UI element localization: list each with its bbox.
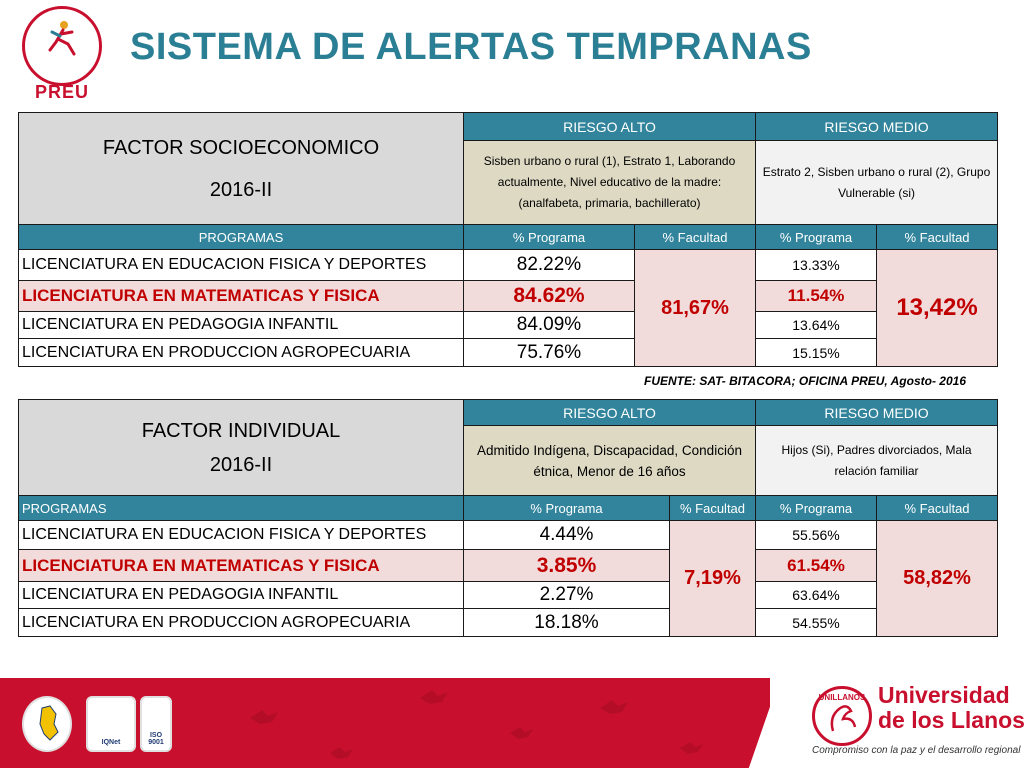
socio-col-programs: PROGRAMAS — [18, 224, 464, 250]
medium-risk-pct: 55.56% — [755, 520, 878, 550]
high-risk-pct: 75.76% — [463, 338, 635, 367]
high-risk-pct: 82.22% — [463, 249, 635, 281]
medium-risk-pct: 11.54% — [755, 280, 878, 312]
indiv-factor-header: FACTOR INDIVIDUAL 2016-II — [18, 399, 464, 496]
program-name: LICENCIATURA EN PEDAGOGIA INFANTIL — [18, 311, 464, 339]
program-name: LICENCIATURA EN PEDAGOGIA INFANTIL — [18, 581, 464, 609]
high-risk-pct: 4.44% — [463, 520, 670, 550]
socio-factor-title: FACTOR SOCIOECONOMICO — [102, 136, 380, 159]
medium-risk-pct: 63.64% — [755, 581, 878, 609]
indiv-col-programs: PROGRAMAS — [18, 495, 464, 521]
iso-label: ISO 9001 — [148, 732, 164, 746]
program-name: LICENCIATURA EN PRODUCCION AGROPECUARIA — [18, 338, 464, 367]
program-name: LICENCIATURA EN EDUCACION FISICA Y DEPOR… — [18, 249, 464, 281]
medium-risk-pct: 13.64% — [755, 311, 878, 339]
table-row: LICENCIATURA EN PEDAGOGIA INFANTIL 2.27%… — [18, 581, 998, 609]
indiv-faculty-medium-pct: 58,82% — [876, 520, 999, 637]
iqnet-label: IQNet — [101, 739, 121, 746]
table-row: LICENCIATURA EN PEDAGOGIA INFANTIL 84.09… — [18, 311, 998, 339]
high-risk-pct: 18.18% — [463, 608, 670, 637]
preu-logo-ring — [22, 6, 102, 86]
colombia-map-icon — [39, 705, 59, 741]
program-name: LICENCIATURA EN EDUCACION FISICA Y DEPOR… — [18, 520, 464, 550]
indiv-faculty-high-pct: 7,19% — [668, 520, 757, 637]
iso-certificate-icon: ISO 9001 — [140, 696, 172, 752]
footer-band — [0, 678, 1024, 768]
individual-factor-table: FACTOR INDIVIDUAL 2016-II RIESGO ALTO RI… — [18, 399, 999, 637]
seal-text: UNILLANOS — [818, 693, 866, 702]
runner-icon — [48, 21, 76, 56]
high-risk-pct: 2.27% — [463, 581, 670, 609]
socio-risk-medium-label: RIESGO MEDIO — [755, 112, 999, 141]
indiv-col-medium-pct-program: % Programa — [755, 495, 878, 521]
socio-faculty-high-pct: 81,67% — [633, 249, 757, 367]
socio-risk-high-description: Sisben urbano o rural (1), Estrato 1, La… — [462, 140, 757, 225]
socio-factor-term: 2016-II — [209, 178, 273, 201]
socio-col-high-pct-faculty: % Facultad — [633, 224, 757, 250]
indiv-risk-medium-description: Hijos (Si), Padres divorciados, Mala rel… — [755, 425, 999, 496]
page-title: SISTEMA DE ALERTAS TEMPRANAS — [130, 26, 812, 68]
footer-bird-pattern — [250, 690, 703, 759]
table-row: LICENCIATURA EN EDUCACION FISICA Y DEPOR… — [18, 520, 999, 637]
program-name: LICENCIATURA EN MATEMATICAS Y FISICA — [18, 280, 464, 312]
indiv-risk-high-label: RIESGO ALTO — [462, 399, 757, 426]
table-row: LICENCIATURA EN PRODUCCION AGROPECUARIA … — [18, 608, 998, 637]
indiv-factor-title: FACTOR INDIVIDUAL — [141, 419, 341, 442]
high-risk-pct: 84.09% — [463, 311, 635, 339]
colombia-seal-icon — [22, 696, 72, 752]
medium-risk-pct: 54.55% — [755, 608, 878, 637]
socio-col-medium-pct-faculty: % Facultad — [876, 224, 999, 250]
table-row: LICENCIATURA EN PRODUCCION AGROPECUARIA … — [18, 338, 998, 367]
preu-logo: PREU — [16, 6, 108, 102]
university-name: Universidad de los Llanos — [878, 683, 1024, 733]
medium-risk-pct: 61.54% — [755, 549, 878, 582]
medium-risk-pct: 15.15% — [755, 338, 878, 367]
socio-factor-header: FACTOR SOCIOECONOMICO 2016-II — [18, 112, 464, 225]
socio-risk-medium-description: Estrato 2, Sisben urbano o rural (2), Gr… — [755, 140, 999, 225]
socio-risk-high-label: RIESGO ALTO — [462, 112, 757, 141]
indiv-col-high-pct-faculty: % Facultad — [668, 495, 757, 521]
table-row: LICENCIATURA EN EDUCACION FISICA Y DEPOR… — [18, 249, 999, 367]
high-risk-pct: 84.62% — [463, 280, 635, 312]
iqnet-certificate-icon: IQNet — [86, 696, 136, 752]
high-risk-pct: 3.85% — [463, 549, 670, 582]
socioeconomic-factor-table: FACTOR SOCIOECONOMICO 2016-II RIESGO ALT… — [18, 112, 999, 367]
university-slogan: Compromiso con la paz y el desarrollo re… — [812, 745, 1021, 756]
medium-risk-pct: 13.33% — [755, 249, 878, 281]
university-name-line2: de los Llanos — [878, 707, 1024, 733]
indiv-risk-high-description: Admitido Indígena, Discapacidad, Condici… — [462, 425, 757, 496]
university-name-line1: Universidad — [878, 682, 1010, 708]
program-name: LICENCIATURA EN MATEMATICAS Y FISICA — [18, 549, 464, 582]
socio-col-high-pct-program: % Programa — [463, 224, 635, 250]
socio-faculty-medium-pct: 13,42% — [876, 249, 999, 367]
preu-logo-word: PREU — [34, 82, 89, 102]
table-row-highlighted: LICENCIATURA EN MATEMATICAS Y FISICA 84.… — [18, 280, 998, 312]
indiv-col-high-pct-program: % Programa — [463, 495, 670, 521]
program-name: LICENCIATURA EN PRODUCCION AGROPECUARIA — [18, 608, 464, 637]
table-row-highlighted: LICENCIATURA EN MATEMATICAS Y FISICA 3.8… — [18, 549, 998, 582]
source-note: FUENTE: SAT- BITACORA; OFICINA PREU, Ago… — [643, 374, 966, 388]
indiv-factor-term: 2016-II — [209, 453, 273, 476]
pelican-icon — [830, 705, 857, 732]
socio-col-medium-pct-program: % Programa — [755, 224, 878, 250]
indiv-col-medium-pct-faculty: % Facultad — [876, 495, 999, 521]
unillanos-seal-icon: UNILLANOS — [812, 686, 872, 746]
indiv-risk-medium-label: RIESGO MEDIO — [755, 399, 999, 426]
